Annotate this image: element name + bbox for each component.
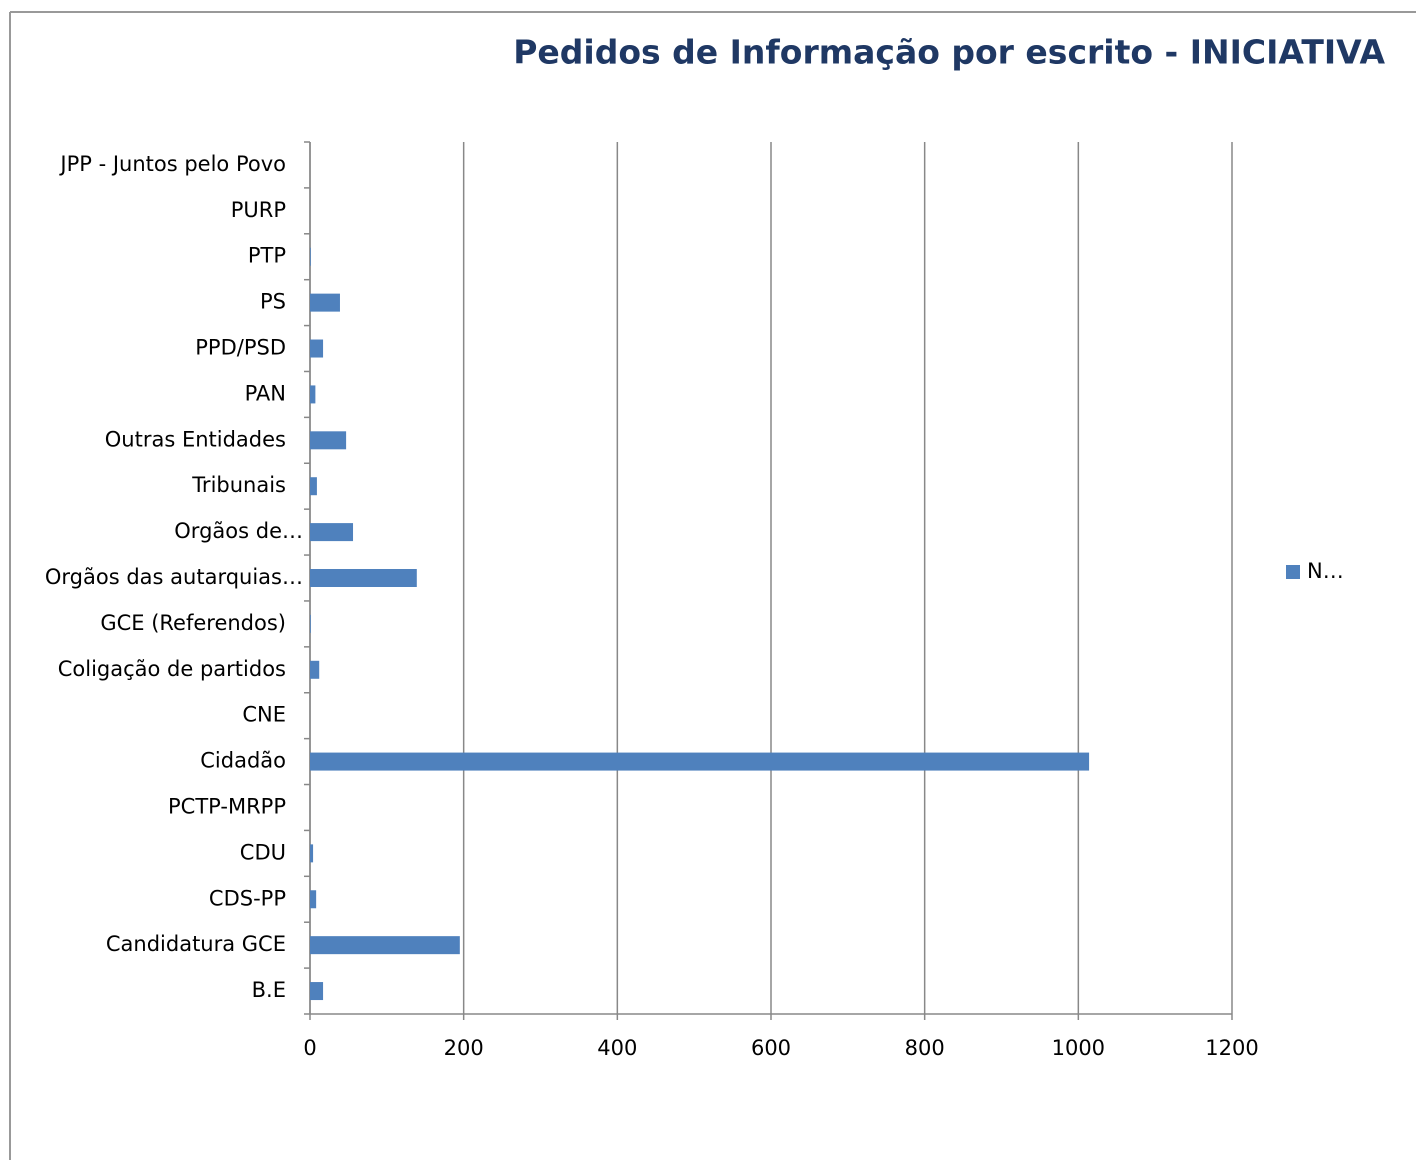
bar	[310, 247, 311, 266]
y-tick-label: GCE (Referendos)	[100, 611, 286, 635]
x-tick-label: 200	[444, 1036, 484, 1060]
bar	[310, 569, 417, 587]
y-tick-label: Candidatura GCE	[106, 932, 286, 956]
bar	[310, 523, 354, 542]
x-tick-label: 1000	[1052, 1036, 1105, 1060]
bar	[310, 614, 311, 633]
y-tick-label: Orgãos de…	[174, 519, 303, 543]
x-tick-label: 600	[751, 1036, 791, 1060]
y-tick-label: PPD/PSD	[195, 336, 286, 360]
x-tick-label: 400	[597, 1036, 637, 1060]
y-tick-label: PAN	[245, 381, 286, 405]
y-tick-label: PS	[260, 290, 286, 314]
bar	[310, 660, 320, 679]
legend-label: N…	[1307, 559, 1344, 583]
y-tick-label: CNE	[242, 703, 286, 727]
bar	[310, 844, 314, 863]
x-tick-label: 1200	[1205, 1036, 1258, 1060]
y-tick-label: Cidadão	[200, 749, 286, 773]
y-tick-label: Coligação de partidos	[58, 657, 286, 681]
bar	[310, 477, 317, 496]
y-tick-label: B.E	[252, 978, 286, 1002]
x-tick-label: 800	[905, 1036, 945, 1060]
bar	[310, 982, 324, 1001]
x-tick-label: 0	[303, 1036, 316, 1060]
chart-title: Pedidos de Informação por escrito - INIC…	[513, 33, 1385, 72]
bar	[310, 385, 316, 404]
y-tick-label: CDS-PP	[209, 886, 286, 910]
bar	[310, 293, 340, 312]
bar	[310, 936, 460, 955]
y-tick-label: JPP - Juntos pelo Povo	[58, 152, 286, 176]
y-tick-label: Orgãos das autarquias…	[45, 565, 303, 589]
bar	[310, 339, 324, 358]
y-tick-label: CDU	[240, 840, 286, 864]
bar	[310, 752, 1090, 771]
legend-swatch	[1286, 565, 1300, 579]
y-tick-label: Outras Entidades	[105, 427, 286, 451]
y-tick-label: PTP	[248, 244, 286, 268]
y-tick-label: Tribunais	[191, 473, 286, 497]
bar	[310, 431, 347, 450]
y-tick-label: PCTP-MRPP	[168, 794, 286, 818]
bar	[310, 890, 317, 909]
y-tick-label: PURP	[231, 198, 286, 222]
